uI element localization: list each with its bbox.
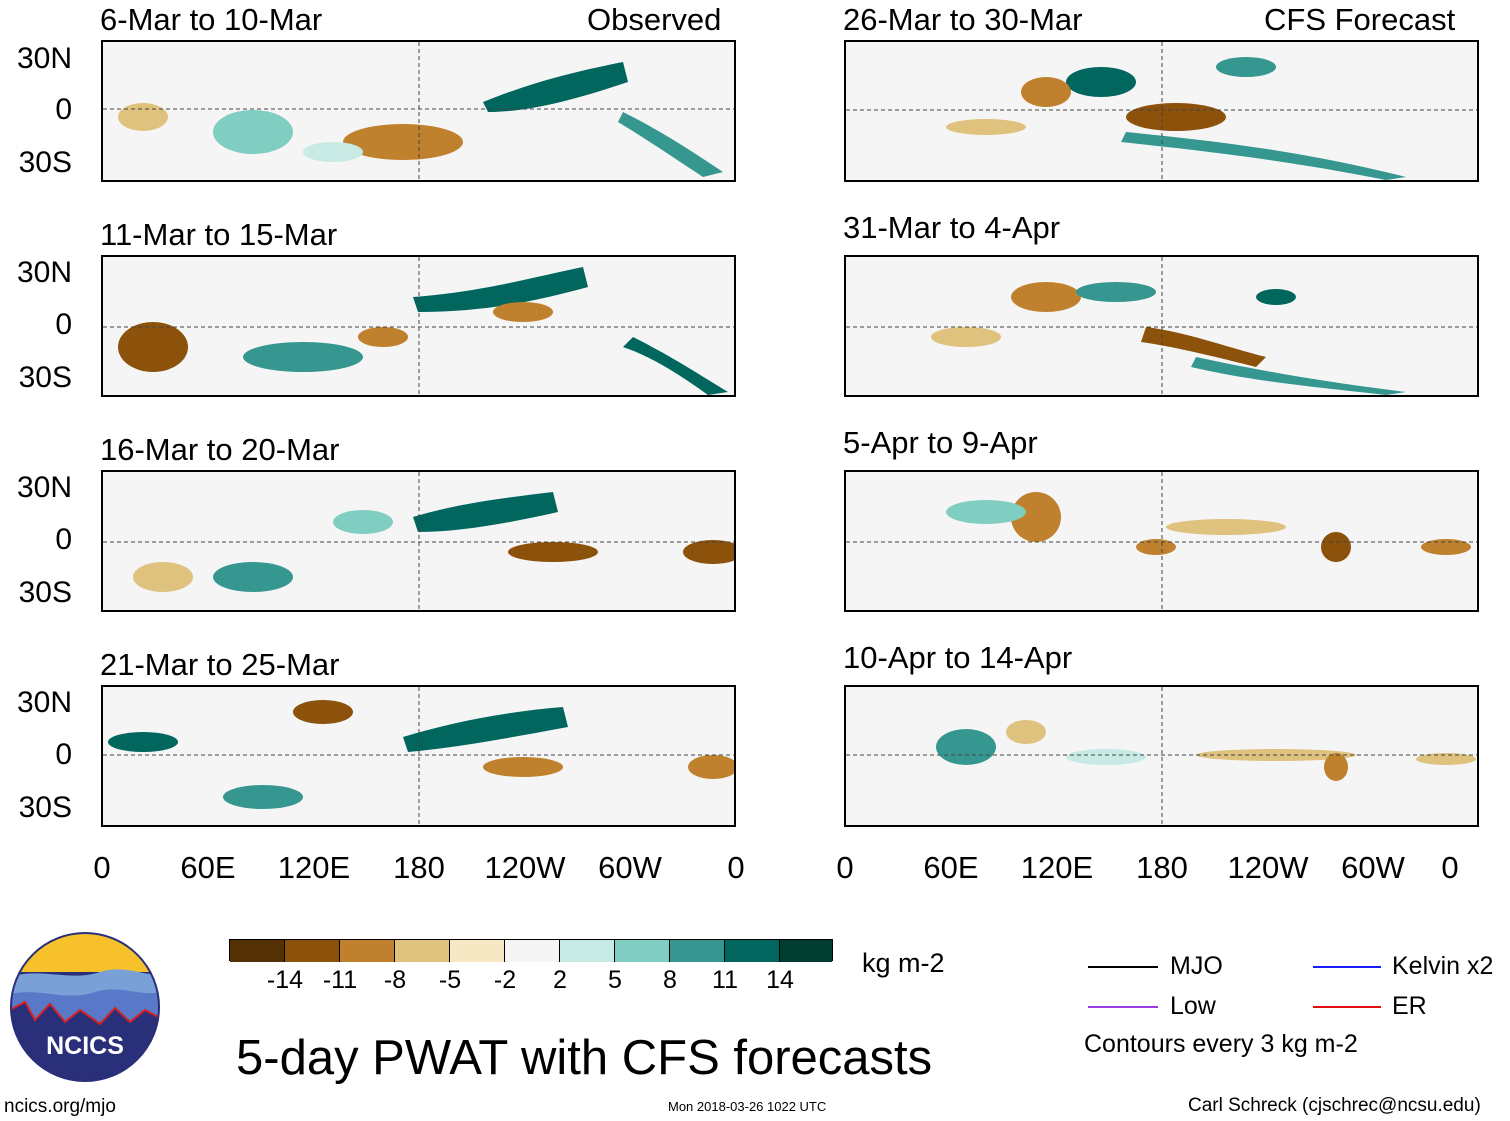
legend-kelvin: Kelvin x2	[1392, 952, 1494, 980]
panel-title-right-2: 31-Mar to 4-Apr	[843, 210, 1061, 245]
panel-title-left-1: 6-Mar to 10-Mar	[100, 2, 323, 37]
colorbar-cell	[615, 940, 670, 962]
panel-title-right-1: 26-Mar to 30-Mar	[843, 2, 1083, 37]
map-observed-2	[101, 255, 736, 397]
lon-label: 60E	[923, 850, 979, 885]
pwat-field	[846, 472, 1477, 610]
pwat-field	[103, 257, 734, 395]
map-forecast-4	[844, 685, 1479, 827]
lon-label: 120W	[1227, 850, 1309, 885]
lon-label: 60W	[1341, 850, 1405, 885]
colorbar	[229, 939, 833, 962]
legend-mjo: MJO	[1170, 952, 1223, 980]
panel-title-left-3: 16-Mar to 20-Mar	[100, 432, 340, 467]
panel-title-right-3: 5-Apr to 9-Apr	[843, 425, 1038, 460]
lat-label: 30N	[16, 471, 72, 504]
pwat-field	[846, 257, 1477, 395]
colorbar-label: -14	[266, 966, 304, 994]
pwat-field	[846, 687, 1477, 825]
colorbar-cell	[780, 940, 832, 962]
lat-label: 30N	[16, 42, 72, 75]
colorbar-label: 11	[712, 966, 738, 994]
legend-line-mjo	[1088, 966, 1158, 968]
colorbar-cell	[560, 940, 615, 962]
credit: Carl Schreck (cjschrec@ncsu.edu)	[1188, 1095, 1481, 1116]
colorbar-cell	[725, 940, 780, 962]
map-observed-1	[101, 40, 736, 182]
lon-label: 60E	[180, 850, 236, 885]
lon-label: 60W	[598, 850, 662, 885]
pwat-field	[103, 687, 734, 825]
colorbar-cell	[450, 940, 505, 962]
legend-low: Low	[1170, 992, 1216, 1020]
lon-label: 0	[727, 850, 745, 885]
colorbar-unit: kg m-2	[862, 948, 945, 978]
pwat-field	[846, 42, 1477, 180]
lat-label: 30S	[18, 576, 72, 609]
colorbar-cell	[230, 940, 285, 962]
colorbar-cell	[505, 940, 560, 962]
colorbar-label: 5	[608, 966, 622, 994]
legend-er: ER	[1392, 992, 1427, 1020]
legend-line-kelvin	[1313, 966, 1381, 968]
lon-label: 0	[93, 850, 111, 885]
pwat-field	[103, 472, 734, 610]
contour-note: Contours every 3 kg m-2	[1084, 1030, 1358, 1058]
colorbar-label: -8	[383, 966, 407, 994]
lon-label: 0	[1441, 850, 1459, 885]
colorbar-label: 8	[663, 966, 677, 994]
logo-text: NCICS	[46, 1032, 124, 1060]
lat-label: 0	[55, 93, 72, 126]
colorbar-cell	[395, 940, 450, 962]
colorbar-cell	[670, 940, 725, 962]
colorbar-label: -5	[438, 966, 462, 994]
lon-label: 180	[393, 850, 445, 885]
website-link[interactable]: ncics.org/mjo	[4, 1096, 116, 1117]
main-title: 5-day PWAT with CFS forecasts	[236, 1031, 933, 1085]
lat-label: 0	[55, 308, 72, 341]
map-forecast-2	[844, 255, 1479, 397]
colorbar-label: -11	[322, 966, 358, 994]
lon-label: 120W	[484, 850, 566, 885]
timestamp: Mon 2018-03-26 1022 UTC	[668, 1099, 827, 1114]
colorbar-label: 2	[553, 966, 567, 994]
legend-line-low	[1088, 1006, 1158, 1008]
lat-label: 0	[55, 523, 72, 556]
observed-header: Observed	[587, 2, 722, 37]
map-observed-4	[101, 685, 736, 827]
panel-title-left-2: 11-Mar to 15-Mar	[100, 217, 338, 252]
ncics-logo: NCICS	[10, 932, 160, 1082]
map-observed-3	[101, 470, 736, 612]
lat-label: 30S	[18, 791, 72, 824]
colorbar-label: -2	[493, 966, 517, 994]
lon-label: 0	[836, 850, 854, 885]
lon-label: 120E	[1020, 850, 1094, 885]
panel-title-right-4: 10-Apr to 14-Apr	[843, 640, 1073, 675]
map-forecast-1	[844, 40, 1479, 182]
legend-line-er	[1313, 1006, 1381, 1008]
pwat-field	[103, 42, 734, 180]
lat-label: 30N	[16, 256, 72, 289]
lat-label: 30S	[18, 361, 72, 394]
lon-label: 180	[1136, 850, 1188, 885]
lat-label: 30N	[16, 686, 72, 719]
lat-label: 30S	[18, 146, 72, 179]
map-forecast-3	[844, 470, 1479, 612]
colorbar-cell	[340, 940, 395, 962]
colorbar-cell	[285, 940, 340, 962]
colorbar-label: 14	[766, 966, 794, 994]
forecast-header: CFS Forecast	[1264, 2, 1456, 37]
lon-label: 120E	[277, 850, 351, 885]
lat-label: 0	[55, 738, 72, 771]
panel-title-left-4: 21-Mar to 25-Mar	[100, 647, 340, 682]
